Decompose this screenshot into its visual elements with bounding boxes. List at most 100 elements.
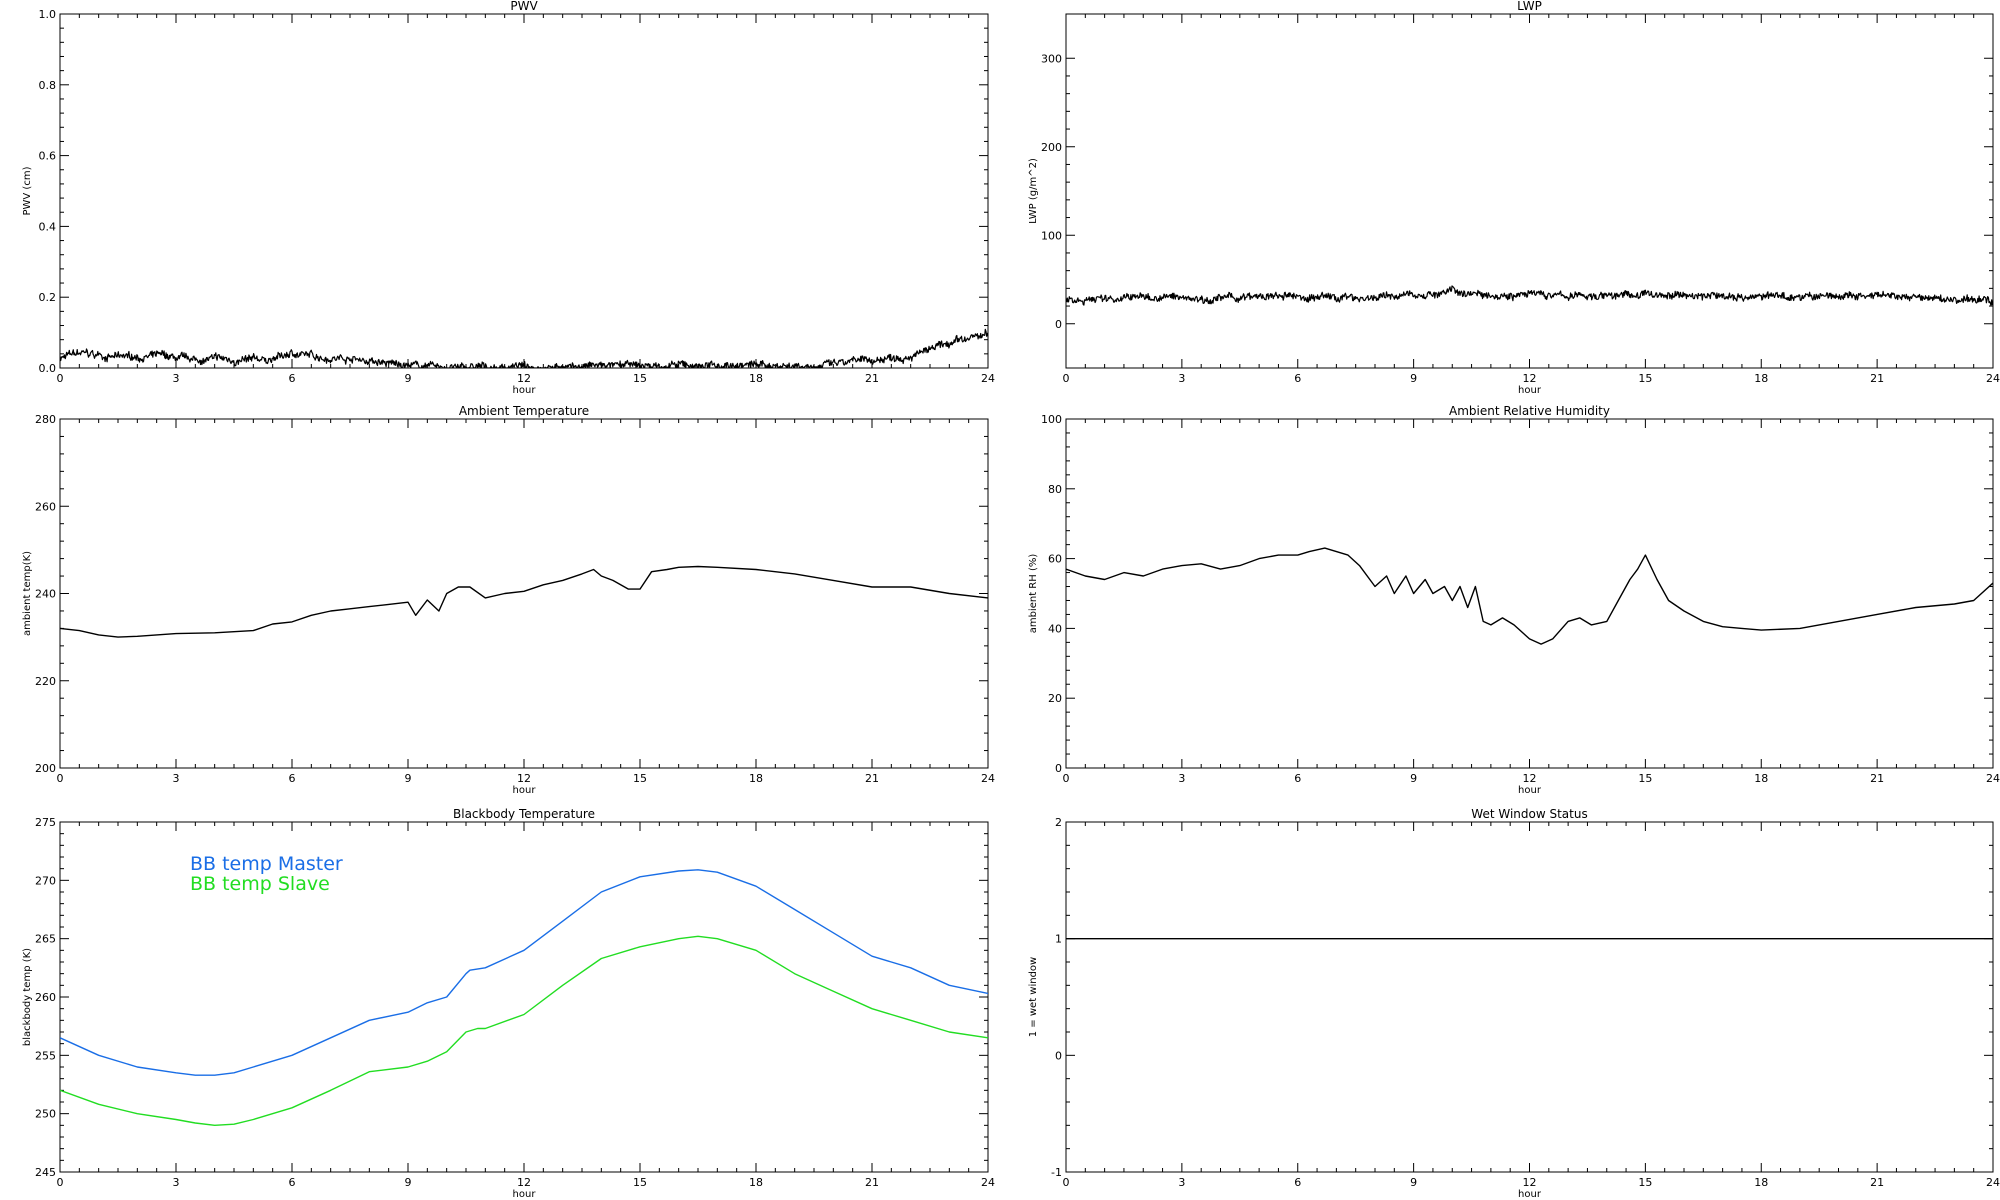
- chart-lwp: 0 3 6 9 12 15 18 21 24 0 100 200 300 LWP hour LWP (g/m^…: [1028, 0, 2000, 396]
- y-tick-label: 1.0: [39, 8, 57, 21]
- y-tick-label: 100: [1041, 229, 1062, 242]
- x-tick-label: 9: [405, 772, 412, 785]
- y-tick-label: 0.8: [39, 79, 57, 92]
- x-axis-label: hour: [1518, 1189, 1542, 1200]
- chart-ambient-rh: 0 3 6 9 12 15 18 21 24 0 20 40 60 80 100 Ambient Relati…: [1028, 404, 2000, 796]
- x-tick-label: 21: [865, 372, 879, 385]
- x-tick-label: 3: [1178, 772, 1185, 785]
- x-tick-label: 9: [1410, 372, 1417, 385]
- x-tick-label: 24: [981, 772, 995, 785]
- series-line-ambient-rh-0: [1066, 547, 1993, 645]
- x-tick-label: 21: [865, 1176, 879, 1189]
- y-tick-label: 220: [35, 675, 56, 688]
- x-tick-label: 12: [517, 372, 531, 385]
- y-axis-label: LWP (g/m^2): [1028, 158, 1039, 224]
- x-tick-label: 3: [173, 372, 180, 385]
- x-tick-label: 3: [173, 1176, 180, 1189]
- x-tick-label: 21: [1870, 772, 1884, 785]
- y-tick-label: 265: [35, 933, 56, 946]
- y-tick-label: 300: [1041, 52, 1062, 65]
- y-tick-label: 2: [1055, 816, 1062, 829]
- chart-title: PWV: [510, 0, 538, 13]
- legend-entry: BB temp Slave: [190, 873, 330, 895]
- y-tick-label: -1: [1051, 1166, 1062, 1179]
- x-tick-label: 6: [1294, 772, 1301, 785]
- x-tick-label: 18: [1754, 372, 1768, 385]
- x-tick-label: 12: [517, 1176, 531, 1189]
- y-tick-label: 20: [1048, 692, 1062, 705]
- x-tick-label: 24: [981, 372, 995, 385]
- chart-title: Blackbody Temperature: [453, 807, 595, 821]
- x-tick-label: 9: [1410, 1176, 1417, 1189]
- x-tick-label: 6: [289, 1176, 296, 1189]
- legend-entry: BB temp Master: [190, 853, 343, 875]
- y-tick-label: 240: [35, 588, 56, 601]
- plot-frame: [1065, 821, 1994, 1173]
- series-line-ambient-temp-0: [60, 565, 988, 638]
- x-tick-label: 9: [405, 1176, 412, 1189]
- chart-title: Ambient Relative Humidity: [1449, 404, 1610, 418]
- y-tick-label: 0: [1055, 318, 1062, 331]
- y-tick-label: 260: [35, 991, 56, 1004]
- plot-frame: [1065, 418, 1994, 769]
- y-tick-label: 200: [35, 762, 56, 775]
- x-axis-label: hour: [1518, 785, 1542, 796]
- x-tick-label: 18: [749, 372, 763, 385]
- x-tick-label: 3: [1178, 1176, 1185, 1189]
- x-tick-label: 3: [1178, 372, 1185, 385]
- plot-frame: [1065, 13, 1994, 369]
- x-axis-label: hour: [513, 385, 537, 396]
- y-tick-label: 255: [35, 1049, 56, 1062]
- y-tick-label: 0.4: [39, 220, 57, 233]
- series-line-bb-temp-1: [60, 935, 988, 1127]
- x-tick-label: 0: [57, 372, 64, 385]
- y-tick-label: 245: [35, 1166, 56, 1179]
- x-tick-label: 18: [749, 1176, 763, 1189]
- x-tick-label: 12: [1523, 372, 1537, 385]
- x-tick-label: 9: [405, 372, 412, 385]
- chart-title: Ambient Temperature: [459, 404, 589, 418]
- y-tick-label: 80: [1048, 483, 1062, 496]
- x-tick-label: 15: [633, 772, 647, 785]
- y-tick-label: 250: [35, 1108, 56, 1121]
- y-tick-label: 280: [35, 413, 56, 426]
- y-tick-label: 0: [1055, 1049, 1062, 1062]
- x-tick-label: 0: [1063, 772, 1070, 785]
- y-tick-label: 0.2: [39, 291, 57, 304]
- chart-pwv: 0 3 6 9 12 15 18 21 24 0.0 0.2 0.4 0.6 0.8 1.0 PWV hour P…: [22, 0, 995, 396]
- x-tick-label: 0: [57, 1176, 64, 1189]
- y-tick-label: 260: [35, 500, 56, 513]
- x-axis-label: hour: [513, 1189, 537, 1200]
- x-tick-label: 0: [57, 772, 64, 785]
- y-tick-label: 0: [1055, 762, 1062, 775]
- y-axis-label: PWV (cm): [22, 166, 33, 215]
- y-tick-label: 275: [35, 816, 56, 829]
- x-tick-label: 24: [981, 1176, 995, 1189]
- chart-ambient-temp: 0 3 6 9 12 15 18 21 24 200 220 240 260 280 Ambient Tem…: [22, 404, 995, 796]
- x-tick-label: 12: [1523, 772, 1537, 785]
- y-tick-label: 40: [1048, 622, 1062, 635]
- y-tick-label: 60: [1048, 553, 1062, 566]
- x-tick-label: 15: [1638, 1176, 1652, 1189]
- x-axis-label: hour: [513, 785, 537, 796]
- x-tick-label: 18: [749, 772, 763, 785]
- x-tick-label: 18: [1754, 1176, 1768, 1189]
- y-axis-label: ambient RH (%): [1028, 554, 1039, 634]
- plot-frame: [59, 418, 989, 769]
- y-tick-label: 1: [1055, 933, 1062, 946]
- x-tick-label: 15: [1638, 772, 1652, 785]
- y-axis-label: blackbody temp (K): [22, 948, 33, 1046]
- plot-frame: [59, 13, 989, 369]
- y-tick-label: 0.6: [39, 150, 57, 163]
- x-tick-label: 15: [633, 372, 647, 385]
- x-tick-label: 24: [1986, 772, 2000, 785]
- x-tick-label: 18: [1754, 772, 1768, 785]
- x-tick-label: 6: [1294, 1176, 1301, 1189]
- x-tick-label: 12: [517, 772, 531, 785]
- y-axis-label: 1 = wet window: [1028, 957, 1039, 1037]
- y-tick-label: 270: [35, 874, 56, 887]
- x-axis-label: hour: [1518, 385, 1542, 396]
- x-tick-label: 6: [1294, 372, 1301, 385]
